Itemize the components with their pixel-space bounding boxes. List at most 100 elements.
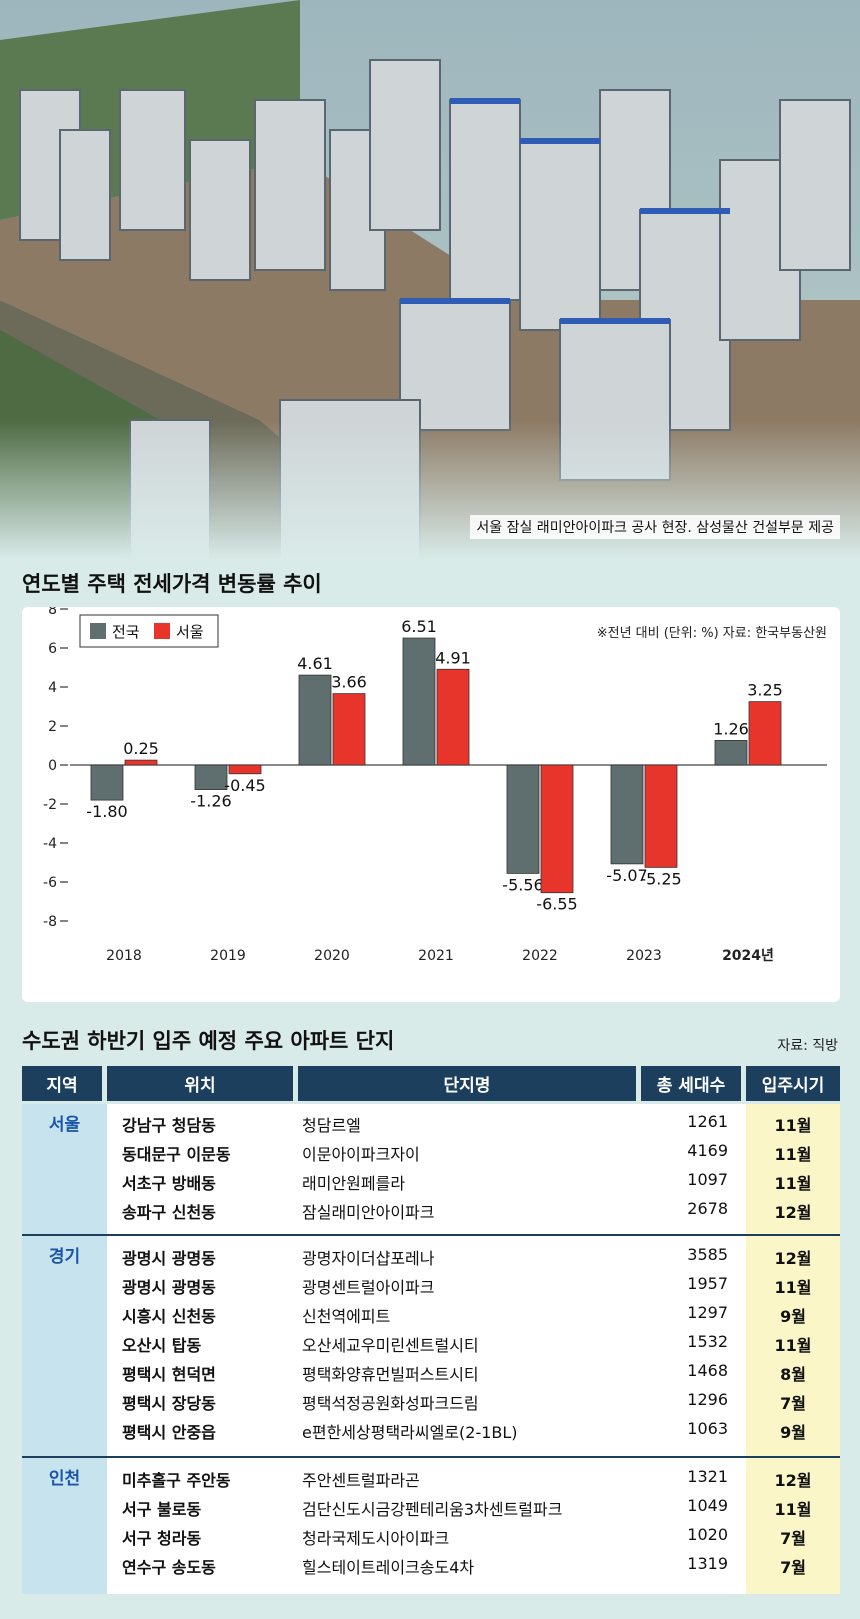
data-label: 4.91: [435, 648, 471, 667]
table-title: 수도권 하반기 입주 예정 주요 아파트 단지: [22, 1029, 395, 1053]
data-label: -1.80: [86, 802, 127, 821]
month-column: [746, 1236, 840, 1456]
cell-complex-name: 힐스테이트레이크송도4차: [302, 1558, 475, 1577]
cell-units: 1049: [687, 1496, 728, 1515]
cell-complex-name: 잠실래미안아이파크: [302, 1203, 435, 1222]
cell-month: 11월: [774, 1116, 812, 1135]
bar-seoul: [644, 764, 678, 868]
y-tick-label: 4: [48, 680, 57, 696]
chart-note: ※전년 대비 (단위: %) 자료: 한국부동산원: [597, 626, 827, 641]
bar-seoul: [540, 764, 574, 894]
header-region: 지역: [22, 1066, 102, 1101]
cell-month: 9월: [780, 1423, 806, 1442]
cell-location: 강남구 청담동: [122, 1116, 216, 1135]
cell-location: 시흥시 신천동: [122, 1307, 216, 1326]
data-label: -5.25: [640, 869, 681, 888]
cell-location: 서초구 방배동: [122, 1174, 216, 1193]
cell-units: 1468: [687, 1361, 728, 1380]
cell-complex-name: e편한세상평택라씨엘로(2-1BL): [302, 1423, 518, 1442]
cell-complex-name: 주안센트럴파라곤: [302, 1471, 420, 1490]
cell-location: 평택시 현덕면: [122, 1365, 216, 1384]
month-column: [746, 1104, 840, 1234]
region-cell: [22, 1236, 107, 1456]
table-row: 광명시 광명동 광명자이더샵포레나 3585 12월: [22, 1240, 840, 1269]
y-tick-label: -4: [43, 836, 57, 852]
data-label: 4.61: [297, 654, 333, 673]
cell-month: 11월: [774, 1145, 812, 1164]
table-row: 평택시 장당동 평택석정공원화성파크드림 1296 7월: [22, 1385, 840, 1414]
group-divider: [22, 1456, 840, 1458]
data-label: 6.51: [401, 617, 437, 636]
table-row: 시흥시 신천동 신천역에피트 1297 9월: [22, 1298, 840, 1327]
cell-location: 평택시 장당동: [122, 1394, 216, 1413]
cell-location: 송파구 신천동: [122, 1203, 216, 1222]
cell-complex-name: 래미안원페를라: [302, 1174, 406, 1193]
table-source: 자료: 직방: [777, 1038, 838, 1054]
x-tick-label: 2022: [522, 948, 558, 964]
legend-label: 전국: [112, 623, 140, 641]
x-tick-label: 2019: [210, 948, 246, 964]
bar-seoul: [436, 668, 470, 766]
table-row: 서구 불로동 검단신도시금강펜테리움3차센트럴파크 1049 11월: [22, 1491, 840, 1520]
region-cell: [22, 1458, 107, 1594]
table-row: 동대문구 이문동 이문아이파크자이 4169 11월: [22, 1136, 840, 1165]
cell-units: 1097: [687, 1170, 728, 1189]
table-row: 송파구 신천동 잠실래미안아이파크 2678 12월: [22, 1194, 840, 1223]
bar-national: [90, 764, 124, 801]
table-row: 강남구 청담동 청담르엘 1261 11월: [22, 1107, 840, 1136]
region-label: 경기: [48, 1247, 81, 1267]
bar-seoul: [228, 764, 262, 775]
header-move-in: 입주시기: [746, 1066, 840, 1101]
header-units: 총 세대수: [641, 1066, 741, 1101]
cell-units: 2678: [687, 1199, 728, 1218]
cell-complex-name: 광명센트럴아이파크: [302, 1278, 435, 1297]
legend-swatch: [90, 623, 106, 639]
table-row: 평택시 현덕면 평택화양휴먼빌퍼스트시티 1468 8월: [22, 1356, 840, 1385]
cell-complex-name: 오산세교우미린센트럴시티: [302, 1336, 479, 1355]
legend-swatch: [154, 623, 170, 639]
cell-complex-name: 청담르엘: [302, 1116, 361, 1135]
cell-location: 광명시 광명동: [122, 1249, 216, 1268]
cell-complex-name: 광명자이더샵포레나: [302, 1249, 435, 1268]
x-tick-label: 2020: [314, 948, 350, 964]
cell-units: 1261: [687, 1112, 728, 1131]
cell-location: 평택시 안중읍: [122, 1423, 216, 1442]
bar-national: [402, 637, 436, 766]
cell-units: 1319: [687, 1554, 728, 1573]
data-label: -5.07: [606, 866, 647, 885]
cell-month: 7월: [780, 1558, 806, 1577]
x-tick-label: 2023: [626, 948, 662, 964]
cell-units: 1020: [687, 1525, 728, 1544]
bar-national: [298, 674, 332, 766]
cell-units: 1063: [687, 1419, 728, 1438]
cell-units: 1957: [687, 1274, 728, 1293]
cell-location: 오산시 탑동: [122, 1336, 202, 1355]
cell-month: 12월: [774, 1471, 812, 1490]
table-row: 서구 청라동 청라국제도시아이파크 1020 7월: [22, 1520, 840, 1549]
cell-units: 1297: [687, 1303, 728, 1322]
cell-complex-name: 검단신도시금강펜테리움3차센트럴파크: [302, 1500, 563, 1519]
cell-month: 7월: [780, 1394, 806, 1413]
region-cell: [22, 1104, 107, 1234]
cell-month: 9월: [780, 1307, 806, 1326]
data-label: -5.56: [502, 875, 543, 894]
bar-chart: 8 6 4 2 0 -2 -4 -6 -8 -1.80 0.25 2018 -1.26-0.45 2019…: [43, 607, 827, 964]
table-group-incheon: 인천 미추홀구 주안동 주안센트럴파라곤 1321 12월 서구 불로동 검단신도시금강…: [22, 1458, 840, 1594]
cell-complex-name: 신천역에피트: [302, 1307, 391, 1326]
cell-month: 12월: [774, 1249, 812, 1268]
cell-month: 11월: [774, 1500, 812, 1519]
x-tick-label: 2024년: [722, 948, 774, 964]
chart-panel: 8 6 4 2 0 -2 -4 -6 -8 -1.80 0.25 2018 -1.26 -0.45 2019…: [22, 607, 840, 1002]
header-location: 위치: [107, 1066, 293, 1101]
cell-location: 연수구 송도동: [122, 1558, 216, 1577]
group-body: [107, 1104, 840, 1234]
region-label: 인천: [48, 1469, 81, 1489]
y-tick-label: -2: [43, 797, 57, 813]
y-tick-label: -6: [43, 875, 57, 891]
cell-units: 4169: [687, 1141, 728, 1160]
table-row: 미추홀구 주안동 주안센트럴파라곤 1321 12월: [22, 1462, 840, 1491]
data-label: -1.26: [190, 792, 231, 811]
cell-complex-name: 청라국제도시아이파크: [302, 1529, 450, 1548]
table-row: 연수구 송도동 힐스테이트레이크송도4차 1319 7월: [22, 1549, 840, 1578]
table-group-gyeonggi: 경기 광명시 광명동 광명자이더샵포레나 3585 12월 광명시 광명동 광명센트럴아…: [22, 1236, 840, 1456]
